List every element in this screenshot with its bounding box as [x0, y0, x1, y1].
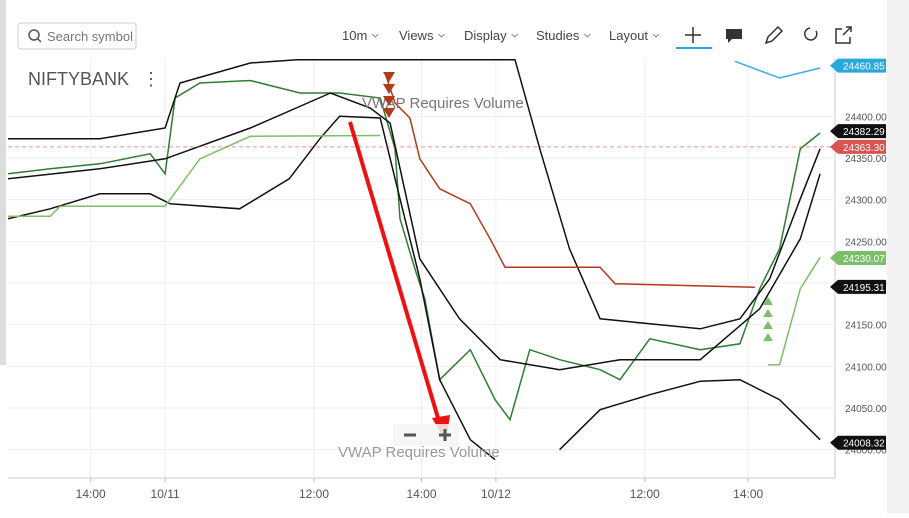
price-tag-label: 24363.30 [843, 143, 885, 154]
price-tag [830, 250, 886, 265]
study-warning: VWAP Requires Volume [338, 444, 500, 461]
toolbar-menu[interactable]: Layout [609, 28, 648, 43]
price-tag-label: 24230.07 [843, 254, 885, 265]
y-tick-label: 24250.00 [845, 237, 887, 248]
signal-markers [383, 72, 395, 118]
series-line [8, 115, 821, 461]
series-line [8, 92, 821, 371]
y-tick-label: 24400.00 [845, 112, 887, 123]
x-tick-label: 10/11 [151, 487, 180, 501]
menu-caret [438, 33, 445, 38]
search-icon [28, 29, 40, 41]
menu-caret [652, 33, 660, 38]
symbol-menu[interactable]: ⋮ [142, 69, 160, 89]
symbol-name: NIFTYBANK [28, 69, 129, 89]
toolbar-menu[interactable]: Display [464, 28, 507, 43]
search-placeholder: Search symbol [47, 29, 133, 44]
y-tick-label: 24350.00 [845, 154, 887, 165]
right-scrollbar [887, 0, 909, 513]
price-tag [830, 58, 886, 73]
crosshair-button[interactable] [685, 27, 701, 43]
zoom-in[interactable] [439, 429, 451, 441]
x-tick-label: 14:00 [406, 487, 436, 501]
y-tick-label: 24100.00 [845, 362, 887, 373]
price-tag-label: 24195.31 [843, 283, 885, 294]
series-line [384, 72, 755, 288]
left-scrollbar [0, 0, 6, 365]
menu-caret [584, 33, 591, 38]
series-line [8, 134, 821, 366]
search-box[interactable] [17, 22, 137, 50]
x-tick-label: 10/12 [481, 487, 511, 501]
trend-arrow [348, 121, 443, 429]
price-tag [830, 279, 886, 294]
y-tick-label: 24050.00 [845, 404, 887, 415]
x-tick-label: 12:00 [630, 487, 660, 501]
draw-button[interactable] [764, 25, 784, 45]
comment-button[interactable] [726, 29, 742, 43]
price-tag [830, 139, 886, 154]
study-warning: VWAP Requires Volume [362, 95, 524, 112]
price-tag-label: 24008.32 [843, 439, 885, 450]
price-tag [830, 124, 886, 139]
price-tag-label: 24460.85 [843, 62, 885, 73]
y-tick-label: 24300.00 [845, 196, 887, 207]
menu-caret [511, 33, 518, 38]
x-tick-label: 14:00 [733, 487, 763, 501]
y-tick-label: 24000.00 [845, 446, 887, 457]
series-line [8, 58, 821, 330]
toolbar-menu[interactable]: Studies [536, 28, 580, 43]
y-tick-label: 24150.00 [845, 321, 887, 332]
price-tag [830, 435, 886, 450]
price-tag-label: 24382.29 [843, 127, 885, 138]
toolbar-menu[interactable]: Views [399, 28, 434, 43]
popout-button[interactable] [835, 26, 852, 44]
x-tick-label: 14:00 [76, 487, 106, 501]
menu-caret [371, 33, 379, 38]
series-line [734, 60, 821, 79]
search-icon-handle [36, 37, 42, 43]
zoom-controls [393, 424, 459, 446]
refresh-button[interactable] [804, 27, 818, 41]
x-tick-label: 12:00 [299, 487, 329, 501]
toolbar-menu[interactable]: 10m [342, 28, 367, 43]
